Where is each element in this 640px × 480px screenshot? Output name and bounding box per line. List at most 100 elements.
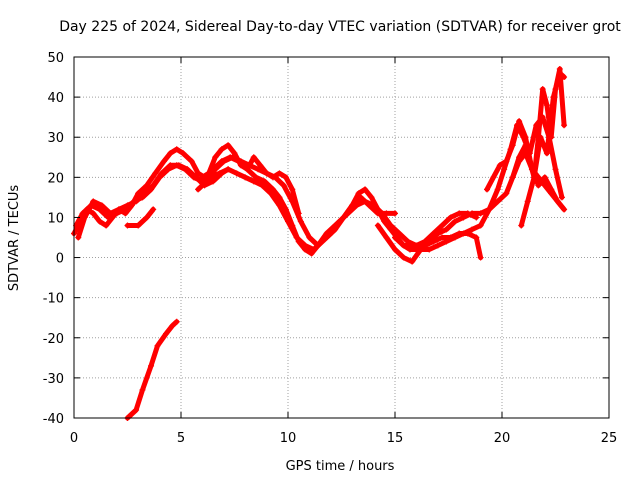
data-point [537,134,544,141]
data-point [259,182,266,189]
data-point [400,254,407,261]
data-point [261,178,268,185]
series-line [125,206,156,228]
data-point [276,202,283,209]
plot-frame [73,56,610,419]
data-point [392,234,398,241]
data-point [173,318,180,325]
data-point [167,162,174,169]
chart-title: Day 225 of 2024, Sidereal Day-to-day VTE… [59,19,621,35]
data-point [451,218,458,225]
data-point [496,162,503,169]
data-point [167,150,174,157]
data-point [297,218,304,225]
data-point [362,186,369,193]
data-point [250,178,257,185]
data-point [460,230,467,237]
data-point [175,162,182,169]
data-point [105,214,112,221]
data-point [244,166,251,173]
data-point [501,166,508,173]
data-point [169,322,176,329]
data-point [90,198,97,205]
data-point [180,150,187,157]
data-point [541,182,548,189]
data-point [205,170,212,177]
data-point [494,198,501,205]
data-point [539,86,546,93]
data-point [473,234,480,241]
series-line [125,319,180,421]
data-point [270,186,277,193]
data-point [280,182,287,189]
y-tick-label: 10 [47,211,64,226]
x-tick-label: 25 [601,431,618,446]
data-point [383,234,390,241]
series-track-7 [124,318,180,421]
data-point [184,166,191,173]
data-point [133,406,140,413]
data-point [518,222,525,229]
x-tick-label: 15 [387,431,404,446]
data-point [90,210,97,217]
data-point [158,170,165,177]
data-point [439,234,446,241]
data-point [374,222,381,229]
data-point [522,142,529,149]
x-tick-label: 5 [177,431,185,446]
data-point [308,250,315,257]
y-tick-label: -40 [43,412,64,427]
data-point [503,190,510,197]
data-point [548,190,555,197]
y-axis-title: SDTVAR / TECUs [7,185,22,292]
data-point [366,202,373,209]
data-point [233,170,240,177]
data-point [469,226,476,233]
x-axis-title: GPS time / hours [286,459,395,474]
data-point [263,170,270,177]
data-point [477,210,484,217]
data-point [383,210,390,217]
data-point [531,174,538,181]
data-point [387,222,394,229]
data-point [160,158,167,165]
data-point [524,198,531,205]
data-point [212,166,219,173]
data-point [225,142,232,149]
data-point [443,226,450,233]
data-point [255,166,262,173]
data-point [212,154,219,161]
data-point [276,170,283,177]
y-tick-label: -10 [43,292,64,307]
data-point [357,194,364,201]
data-point [242,174,249,181]
data-point [541,174,548,181]
data-point [139,386,146,393]
data-point [81,214,88,221]
data-point [188,158,195,165]
data-point [368,194,375,201]
data-point [173,146,180,153]
y-tick-label: 30 [47,131,64,146]
data-point [439,222,446,229]
data-point [355,190,362,197]
data-point [554,198,561,205]
data-point [282,174,289,181]
data-point [293,234,300,241]
data-point [503,158,510,165]
data-point [374,210,381,217]
x-tick-label: 0 [70,431,78,446]
data-point [558,194,565,201]
data-point [451,234,458,241]
data-point [96,218,103,225]
data-point [561,74,568,81]
data-point [135,190,142,197]
data-point [552,166,559,173]
data-point [494,186,501,193]
data-point [443,238,450,245]
data-point [276,194,283,201]
data-point [417,246,424,253]
y-tick-label: 40 [47,91,64,106]
data-point [484,186,491,193]
data-point [103,222,110,229]
